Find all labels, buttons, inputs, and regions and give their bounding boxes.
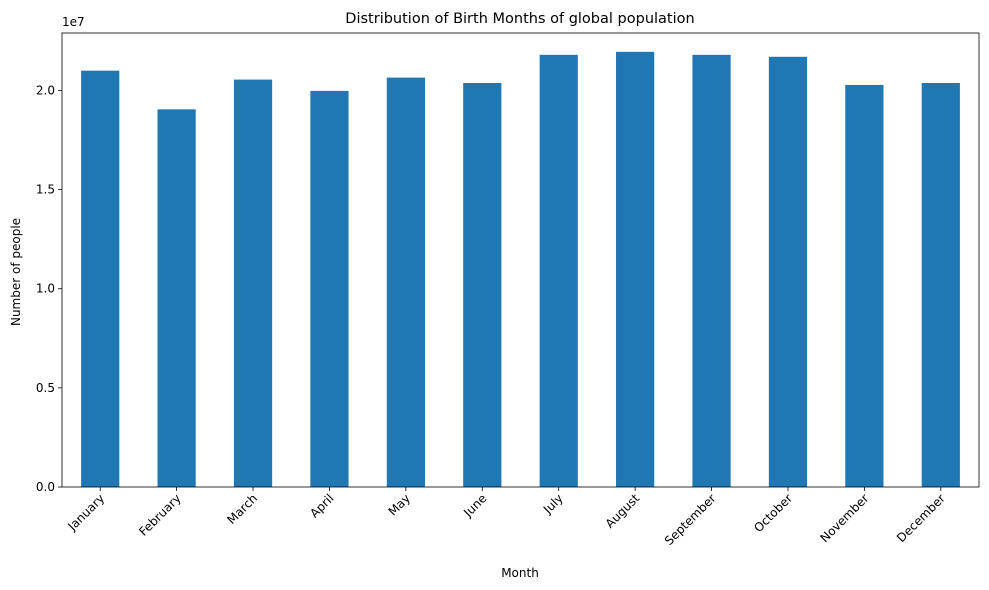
bars-group xyxy=(81,51,960,488)
y-ticks-group: 0.0 0.5 1.0 1.5 2.0 xyxy=(36,83,62,494)
bar-august xyxy=(616,51,655,488)
x-tick-label: April xyxy=(307,491,336,520)
bar-march xyxy=(233,79,273,487)
bar-october xyxy=(768,56,808,487)
bar-may xyxy=(386,77,425,487)
x-tick-label: January xyxy=(65,491,108,534)
x-tick-label: July xyxy=(540,491,566,517)
bar-june xyxy=(463,82,502,487)
y-offset-text: 1e7 xyxy=(62,15,85,29)
x-tick-label: February xyxy=(136,491,184,539)
y-tick-label: 0.5 xyxy=(36,381,55,395)
x-tick-label: March xyxy=(224,491,260,527)
bar-december xyxy=(921,82,960,487)
axes-group xyxy=(61,32,980,488)
x-tick-label: August xyxy=(603,491,643,531)
x-tick-label: September xyxy=(662,491,719,548)
bar-november xyxy=(845,84,884,488)
x-ticks-group: January February March April May June July Augu… xyxy=(65,487,948,548)
x-tick-label: May xyxy=(386,491,413,518)
chart-title: Distribution of Birth Months of global p… xyxy=(345,11,694,27)
bar-july xyxy=(539,54,578,487)
y-tick-label: 1.5 xyxy=(36,183,55,197)
bar-april xyxy=(310,90,349,487)
x-tick-label: December xyxy=(894,491,948,545)
x-tick-label: June xyxy=(460,491,489,520)
bar-february xyxy=(157,109,196,487)
plot-frame xyxy=(61,32,980,488)
x-axis-label: Month xyxy=(501,566,539,580)
y-tick-label: 0.0 xyxy=(36,480,55,494)
y-tick-label: 2.0 xyxy=(36,83,55,97)
bar-september xyxy=(692,54,731,487)
x-tick-label: November xyxy=(817,491,871,545)
y-tick-label: 1.0 xyxy=(36,282,55,296)
y-axis-label: Number of people xyxy=(9,218,23,326)
x-tick-label: October xyxy=(751,491,795,535)
bar-january xyxy=(81,70,120,487)
